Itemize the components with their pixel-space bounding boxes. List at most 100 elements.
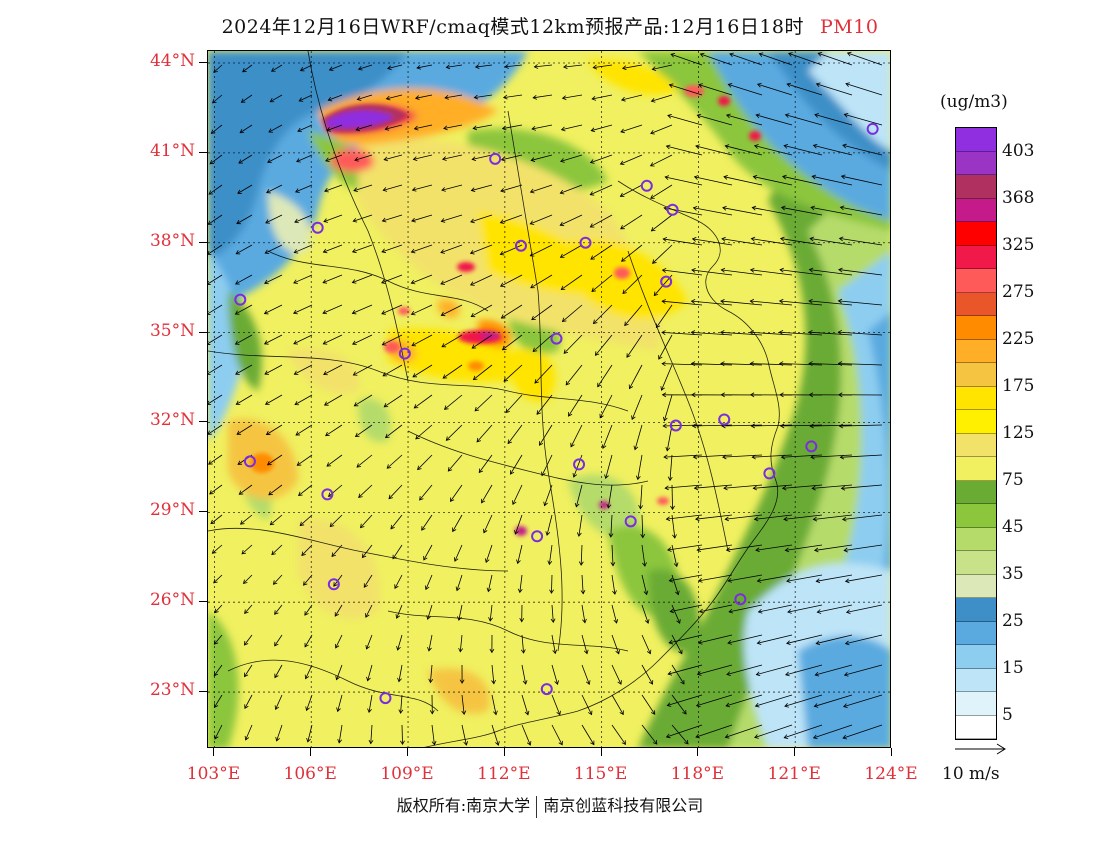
- wind-arrow: [611, 634, 620, 655]
- wind-arrow: [244, 694, 253, 709]
- wind-arrow: [363, 574, 373, 588]
- wind-arrow: [808, 330, 853, 336]
- wind-arrow: [641, 724, 658, 745]
- wind-arrow: [208, 244, 223, 255]
- wind-arrow: [242, 64, 253, 73]
- wind-arrow: [838, 236, 883, 246]
- wind-arrow: [724, 514, 763, 522]
- wind-arrow: [416, 64, 433, 70]
- wind-arrow: [520, 634, 526, 654]
- title-text: 2024年12月16日WRF/cmaq模式12km预报产品:12月16日18时: [221, 16, 804, 38]
- wind-arrow: [723, 175, 763, 186]
- wind-arrow: [294, 394, 313, 406]
- wind-arrow: [604, 454, 613, 480]
- wind-arrow: [549, 574, 554, 594]
- wind-arrow: [237, 184, 253, 194]
- wind-arrow: [504, 64, 523, 69]
- wind-arrow: [661, 330, 703, 336]
- colorbar-swatch: [956, 715, 996, 739]
- wind-arrow: [753, 144, 793, 156]
- city-marker: [540, 683, 553, 696]
- wind-arrow: [784, 544, 823, 553]
- wind-arrow: [651, 64, 673, 72]
- colorbar-swatch: [956, 527, 996, 551]
- wind-arrow: [594, 334, 613, 356]
- wind-arrow: [670, 484, 675, 511]
- wind-arrow: [274, 604, 283, 615]
- wind-arrow: [294, 184, 313, 193]
- wind-arrow: [440, 304, 463, 317]
- wind-arrow: [590, 244, 613, 260]
- lon-label: 115°E: [573, 764, 628, 784]
- wind-arrow: [354, 424, 373, 437]
- wind-arrow: [470, 214, 493, 224]
- wind-arrow: [534, 364, 553, 384]
- wind-arrow: [452, 514, 463, 533]
- colorbar-swatch: [956, 292, 996, 316]
- wind-arrow: [499, 274, 523, 287]
- wind-arrow: [351, 304, 373, 315]
- wind-arrow: [843, 544, 883, 553]
- lon-label: 106°E: [283, 764, 337, 784]
- wind-arrow: [838, 392, 883, 398]
- wind-arrow: [244, 724, 253, 741]
- wind-vectors: [208, 51, 883, 746]
- wind-arrow: [421, 514, 433, 531]
- wind-arrow: [619, 184, 643, 198]
- wind-arrow: [536, 394, 553, 415]
- wind-arrow: [394, 574, 403, 590]
- wind-arrow: [581, 664, 591, 685]
- wind-arrow: [581, 724, 595, 746]
- wind-arrow: [352, 364, 373, 376]
- wind-arrow: [382, 364, 403, 377]
- wind-arrow: [355, 124, 373, 132]
- wind-arrow: [441, 184, 463, 192]
- wind-arrow: [412, 154, 433, 162]
- wind-arrow: [519, 604, 525, 623]
- wind-arrow: [610, 544, 616, 567]
- wind-arrow: [541, 454, 553, 477]
- wind-arrow: [756, 634, 793, 645]
- wind-arrow: [568, 394, 583, 417]
- wind-arrow: [358, 484, 373, 498]
- lon-tick: [794, 748, 796, 756]
- boundary-lines: [208, 51, 780, 747]
- wind-scale-label: 10 m/s: [942, 764, 1000, 784]
- wind-arrow: [532, 94, 553, 100]
- wind-arrow: [322, 304, 343, 315]
- wind-arrow: [561, 94, 583, 101]
- wind-arrow: [641, 694, 656, 715]
- lat-label: 26°N: [149, 590, 195, 611]
- wind-arrow: [781, 484, 823, 491]
- lat-tick: [199, 331, 207, 333]
- city-marker: [398, 347, 411, 360]
- wind-arrow: [662, 423, 703, 429]
- wind-arrow: [429, 694, 435, 715]
- wind-arrow: [334, 634, 343, 649]
- lon-tick: [213, 748, 215, 756]
- wind-arrow: [296, 154, 313, 163]
- colorbar-swatch: [956, 222, 996, 246]
- wind-arrow: [728, 604, 763, 614]
- colorbar-label: 125: [1002, 423, 1035, 443]
- lat-label: 23°N: [149, 680, 195, 701]
- wind-arrow: [269, 514, 283, 526]
- wind-arrow: [455, 574, 463, 592]
- wind-arrow: [413, 124, 433, 131]
- wind-arrow: [214, 724, 223, 740]
- colorbar-swatch: [956, 551, 996, 575]
- wind-arrow: [415, 424, 433, 440]
- wind-arrow: [755, 113, 793, 126]
- wind-arrow: [356, 454, 373, 468]
- wind-arrow: [400, 724, 405, 746]
- wind-arrow: [521, 694, 530, 716]
- wind-arrow: [784, 694, 823, 708]
- colorbar-label: 275: [1002, 282, 1035, 302]
- wind-arrow: [650, 184, 673, 199]
- wind-arrow: [649, 154, 673, 167]
- wind-arrow: [461, 694, 467, 716]
- wind-arrow: [724, 144, 763, 156]
- wind-arrow: [503, 364, 523, 382]
- wind-arrow: [337, 724, 343, 744]
- wind-arrow: [417, 454, 433, 471]
